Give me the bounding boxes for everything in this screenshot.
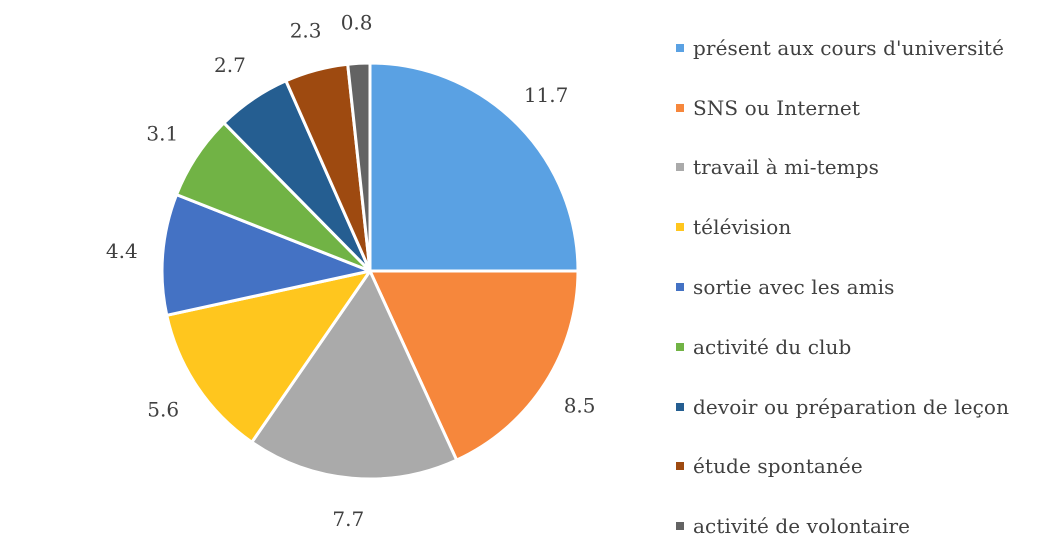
legend-label: sortie avec les amis — [693, 275, 895, 300]
legend-item-activite-de-volontaire: activité de volontaire — [676, 496, 1046, 556]
legend-item-etude-spontanee: étude spontanée — [676, 437, 1046, 497]
legend-label: travail à mi-temps — [693, 155, 879, 180]
legend-label: devoir ou préparation de leçon — [693, 394, 1010, 419]
pie-slice-present-aux-cours-d-universite — [368, 61, 580, 273]
data-label-activite-du-club: 3.1 — [146, 122, 178, 146]
pie-slice-activite-de-volontaire — [346, 61, 372, 273]
legend-swatch — [676, 103, 684, 112]
pie-chart-svg: 11.7 8.5 7.7 5.6 4.4 3.1 2.7 2.3 0.8 — [106, 10, 596, 531]
legend-label: présent aux cours d'université — [693, 35, 1005, 60]
pie-slice-sns-ou-internet — [368, 269, 580, 462]
legend-swatch — [676, 402, 684, 411]
legend-item-devoir-ou-preparation-de-lecon: devoir ou préparation de leçon — [676, 377, 1046, 437]
chart-legend: présent aux cours d'université SNS ou Int… — [676, 18, 1046, 556]
legend-label: activité du club — [693, 334, 852, 359]
legend-item-sns-ou-internet: SNS ou Internet — [676, 78, 1046, 138]
legend-item-travail-a-mi-temps: travail à mi-temps — [676, 138, 1046, 198]
legend-item-activite-du-club: activité du club — [676, 317, 1046, 377]
legend-swatch — [676, 342, 684, 351]
legend-swatch — [676, 462, 684, 471]
legend-item-television: télévision — [676, 197, 1046, 257]
legend-swatch — [676, 223, 684, 232]
legend-swatch — [676, 43, 684, 52]
data-label-etude-spontanee: 2.3 — [290, 19, 322, 43]
legend-label: SNS ou Internet — [693, 95, 861, 120]
data-label-devoir-ou-preparation-de-lecon: 2.7 — [214, 53, 246, 77]
data-label-activite-de-volontaire: 0.8 — [341, 10, 373, 34]
data-label-present-aux-cours-d-universite: 11.7 — [524, 83, 569, 107]
legend-swatch — [676, 283, 684, 292]
legend-item-present-aux-cours-d-universite: présent aux cours d'université — [676, 18, 1046, 78]
legend-swatch — [676, 163, 684, 172]
pie-chart: 11.7 8.5 7.7 5.6 4.4 3.1 2.7 2.3 0.8 — [106, 10, 596, 531]
data-label-sortie-avec-les-amis: 4.4 — [106, 239, 138, 263]
legend-label: télévision — [693, 215, 792, 240]
pie-slice-sortie-avec-les-amis — [160, 193, 372, 317]
legend-label: étude spontanée — [693, 454, 863, 479]
pie-slice-television — [165, 269, 372, 444]
pie-slice-travail-a-mi-temps — [250, 269, 459, 481]
data-label-sns-ou-internet: 8.5 — [564, 394, 596, 418]
legend-item-sortie-avec-les-amis: sortie avec les amis — [676, 257, 1046, 317]
legend-swatch — [676, 522, 684, 531]
legend-label: activité de volontaire — [693, 514, 911, 539]
data-label-travail-a-mi-temps: 7.7 — [332, 507, 364, 531]
data-label-television: 5.6 — [147, 398, 179, 422]
